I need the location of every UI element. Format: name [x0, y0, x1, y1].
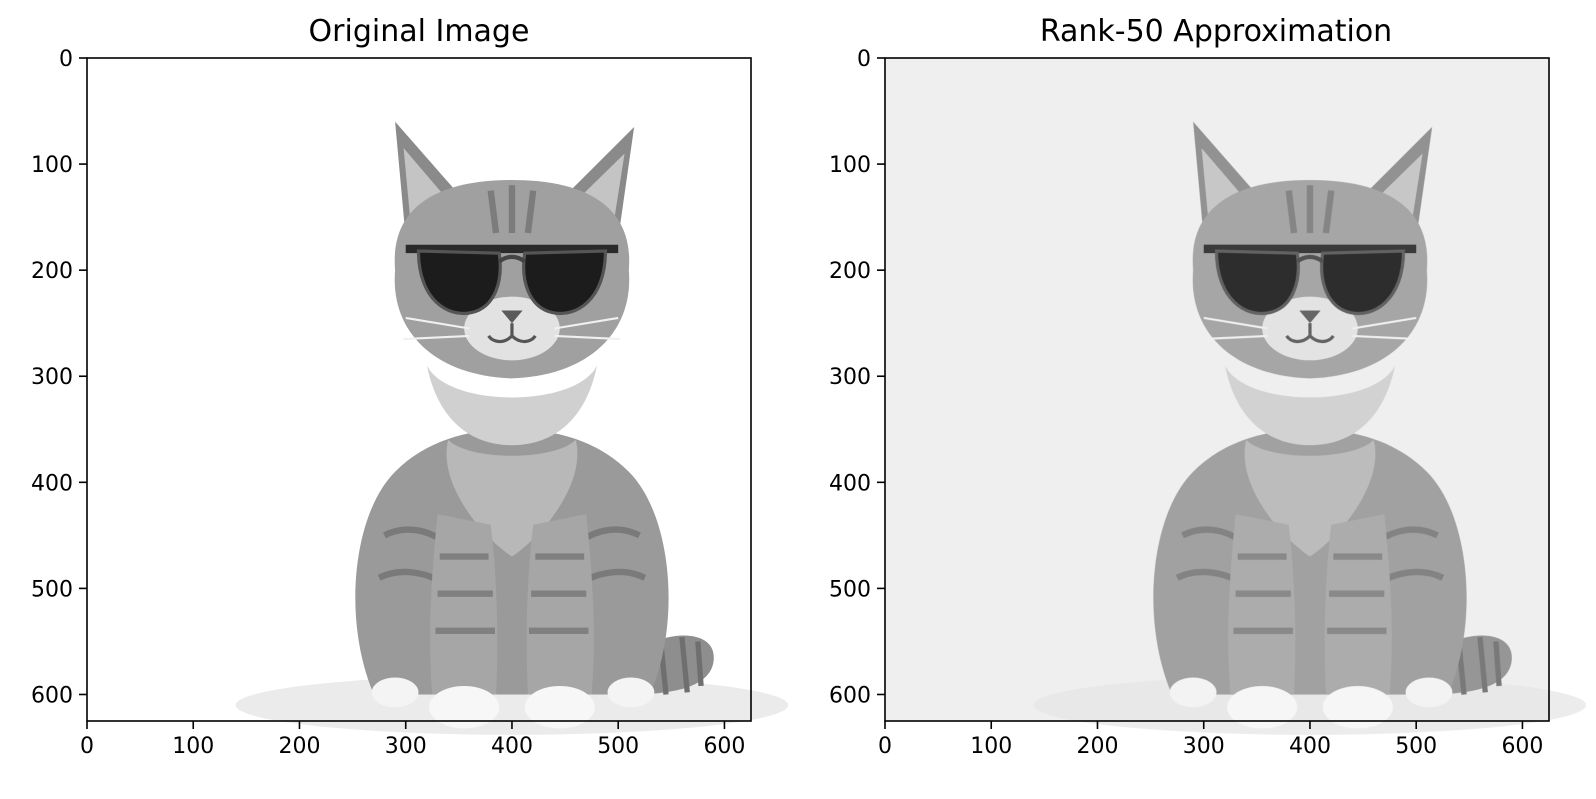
y-tick-label: 300: [829, 365, 871, 390]
x-tick-label: 500: [1395, 734, 1437, 759]
y-tick-label: 600: [829, 683, 871, 708]
x-tick-label: 300: [385, 734, 427, 759]
x-tick-label: 600: [703, 734, 745, 759]
x-tick-label: 0: [878, 734, 892, 759]
x-tick-label: 400: [491, 734, 533, 759]
y-tick-label: 500: [829, 577, 871, 602]
y-tick-label: 100: [31, 153, 73, 178]
subplot-approximation: Rank-50 Approximation 0 100 200 300 400 500 60…: [829, 14, 1586, 759]
x-tick-label: 500: [597, 734, 639, 759]
y-tick-label: 300: [31, 365, 73, 390]
y-tick-label: 200: [829, 259, 871, 284]
y-tick-label: 500: [31, 577, 73, 602]
axes-frame-original: [86, 57, 752, 722]
y-tick-label: 400: [31, 471, 73, 496]
x-tick-label: 200: [278, 734, 320, 759]
x-tick-label: 100: [970, 734, 1012, 759]
x-tick-label: 0: [80, 734, 94, 759]
x-tick-label: 100: [172, 734, 214, 759]
subplot-original: Original Image 0 100 200 300 400 500 600 0 100 20…: [31, 14, 788, 759]
image-approximation: [885, 58, 1586, 735]
y-tick-label: 600: [31, 683, 73, 708]
axis-ticks-original: 0 100 200 300 400 500 600 0 100 200 300 400 500 600: [31, 47, 745, 759]
x-tick-label: 300: [1183, 734, 1225, 759]
y-tick-label: 0: [59, 47, 73, 72]
subplot-title-approximation: Rank-50 Approximation: [1040, 14, 1392, 49]
x-tick-label: 600: [1501, 734, 1543, 759]
x-tick-label: 200: [1076, 734, 1118, 759]
y-tick-label: 0: [857, 47, 871, 72]
image-original: [87, 58, 788, 735]
y-tick-label: 200: [31, 259, 73, 284]
axis-ticks-approximation: 0 100 200 300 400 500 600 0 100 200 300 400 500 600: [829, 47, 1543, 759]
y-tick-label: 100: [829, 153, 871, 178]
axes-frame-approximation: [884, 57, 1550, 722]
subplot-title-original: Original Image: [309, 14, 530, 49]
x-tick-label: 400: [1289, 734, 1331, 759]
y-tick-label: 400: [829, 471, 871, 496]
